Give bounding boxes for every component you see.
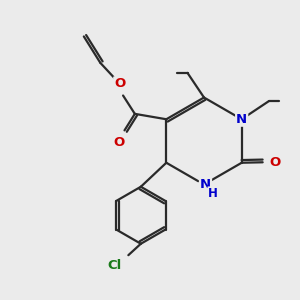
Text: O: O — [270, 156, 281, 169]
Text: N: N — [200, 178, 211, 191]
Text: O: O — [114, 77, 125, 90]
Text: O: O — [113, 136, 124, 148]
Text: H: H — [208, 187, 218, 200]
Text: Cl: Cl — [107, 259, 122, 272]
Text: N: N — [236, 113, 247, 126]
